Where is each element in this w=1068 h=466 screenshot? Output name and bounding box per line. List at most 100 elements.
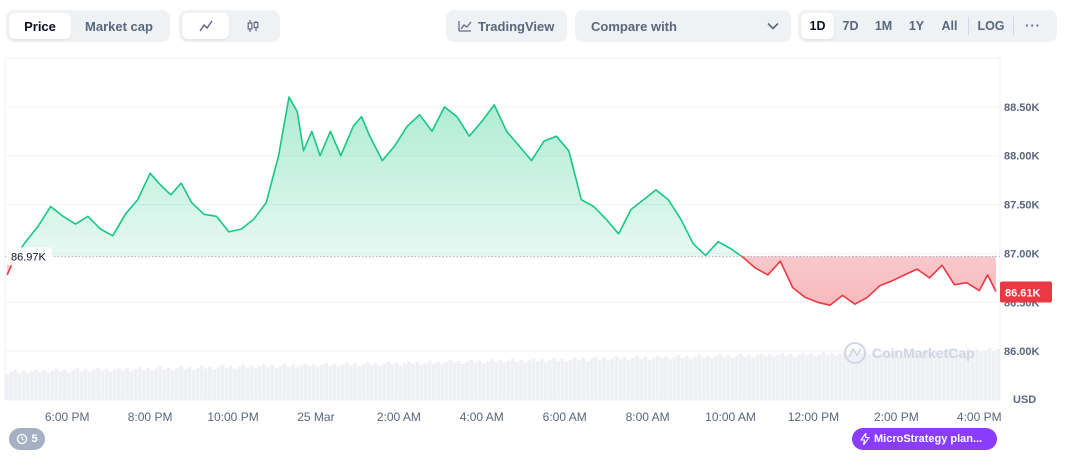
volume-bar	[154, 368, 158, 400]
volume-bar	[270, 365, 275, 400]
price-tab[interactable]: Price	[9, 13, 71, 39]
volume-bar	[527, 360, 532, 400]
volume-bar	[332, 363, 337, 400]
range-1y[interactable]: 1Y	[908, 19, 925, 33]
volume-bar	[67, 372, 71, 400]
volume-bar	[581, 358, 586, 400]
volume-bar	[262, 364, 266, 400]
line-chart-icon[interactable]	[182, 13, 229, 39]
volume-bar	[643, 356, 648, 400]
volume-bar	[137, 367, 142, 400]
volume-bar	[854, 355, 859, 400]
volume-bar	[730, 357, 735, 400]
range-7d[interactable]: 7D	[842, 19, 859, 33]
volume-bar	[79, 371, 84, 400]
volume-bar	[295, 367, 299, 400]
volume-bar	[133, 369, 138, 400]
x-tick-label: 2:00 AM	[377, 410, 421, 424]
volume-bar	[776, 354, 780, 400]
chart-toolbar: Price Market cap TradingView Compare wit…	[0, 10, 1068, 42]
y-tick-label: 87.50K	[1004, 200, 1040, 212]
volume-bar	[432, 363, 436, 400]
x-tick-label: 10:00 AM	[705, 410, 756, 424]
chart-style-toggle	[179, 10, 280, 42]
volume-bar	[419, 364, 424, 400]
volume-bar	[469, 359, 474, 400]
volume-bar	[784, 355, 789, 400]
volume-bar	[892, 351, 896, 400]
volume-bar	[361, 364, 366, 400]
more-options-button[interactable]: ···	[1025, 19, 1041, 33]
volume-bar	[237, 366, 241, 400]
range-1m[interactable]: 1M	[874, 19, 893, 33]
events-badge[interactable]: 5	[9, 428, 45, 450]
volume-bar	[979, 352, 984, 400]
x-tick-label: 8:00 AM	[626, 410, 670, 424]
volume-bar	[738, 353, 743, 400]
volume-bar	[987, 348, 992, 400]
volume-bar	[212, 369, 217, 400]
x-tick-label: 2:00 PM	[874, 410, 919, 424]
volume-bar	[912, 350, 917, 400]
baseline-value: 86.97K	[11, 251, 47, 263]
volume-bar	[635, 356, 639, 400]
area-fill-up	[15, 97, 742, 257]
volume-bar	[859, 353, 863, 400]
volume-bar	[58, 371, 63, 400]
volume-bar	[307, 366, 312, 400]
volume-bar	[340, 364, 345, 400]
volume-bar	[701, 357, 706, 400]
volume-bar	[718, 354, 722, 400]
volume-bar	[838, 353, 843, 400]
volume-bar	[353, 363, 357, 400]
volume-bar	[867, 353, 872, 400]
volume-bar	[403, 363, 407, 400]
volume-bar	[291, 364, 295, 400]
volume-bar	[751, 357, 755, 400]
range-1d[interactable]: 1D	[801, 13, 834, 39]
volume-bar	[626, 360, 631, 400]
volume-bar	[796, 354, 801, 400]
range-toggle: 1D 7D 1M 1Y All LOG ···	[798, 10, 1057, 42]
volume-bar	[850, 352, 855, 400]
volume-bar	[427, 360, 432, 400]
volume-bar	[568, 359, 573, 400]
volume-bar	[311, 364, 316, 400]
volume-bar	[983, 350, 988, 400]
compare-dropdown[interactable]: Compare with	[575, 10, 791, 42]
volume-bar	[278, 365, 283, 400]
market-cap-tab[interactable]: Market cap	[85, 18, 153, 34]
chart-trend-icon	[458, 21, 472, 32]
y-tick-label: 87.00K	[1004, 248, 1040, 260]
volume-bar	[846, 354, 851, 400]
volume-bar	[344, 362, 349, 400]
volume-bar	[771, 357, 776, 400]
volume-bar	[461, 363, 465, 400]
news-event-marker[interactable]: MicroStrategy plan...	[852, 428, 997, 450]
volume-bar	[693, 356, 697, 400]
price-line-down	[6, 256, 997, 306]
tradingview-label: TradingView	[478, 18, 555, 34]
volume-bar	[660, 358, 664, 400]
current-price-badge: 86.61K	[1000, 281, 1052, 303]
volume-bar	[494, 362, 498, 400]
volume-bar	[946, 349, 950, 400]
candlestick-icon[interactable]	[229, 13, 276, 39]
volume-bar	[92, 370, 96, 400]
volume-bar	[842, 351, 847, 400]
volume-bar	[145, 367, 150, 400]
volume-bar	[801, 352, 805, 400]
volume-bar	[170, 370, 175, 400]
volume-bar	[46, 373, 51, 400]
volume-bar	[436, 361, 440, 400]
volume-bar	[805, 355, 809, 400]
volume-bar	[726, 355, 731, 400]
tradingview-button[interactable]: TradingView	[446, 10, 567, 42]
volume-bar	[830, 352, 834, 400]
volume-bar	[780, 352, 785, 400]
volume-bar	[535, 361, 540, 400]
log-scale-button[interactable]: LOG	[977, 19, 1005, 33]
volume-bar	[560, 358, 565, 400]
range-all[interactable]: All	[941, 19, 958, 33]
